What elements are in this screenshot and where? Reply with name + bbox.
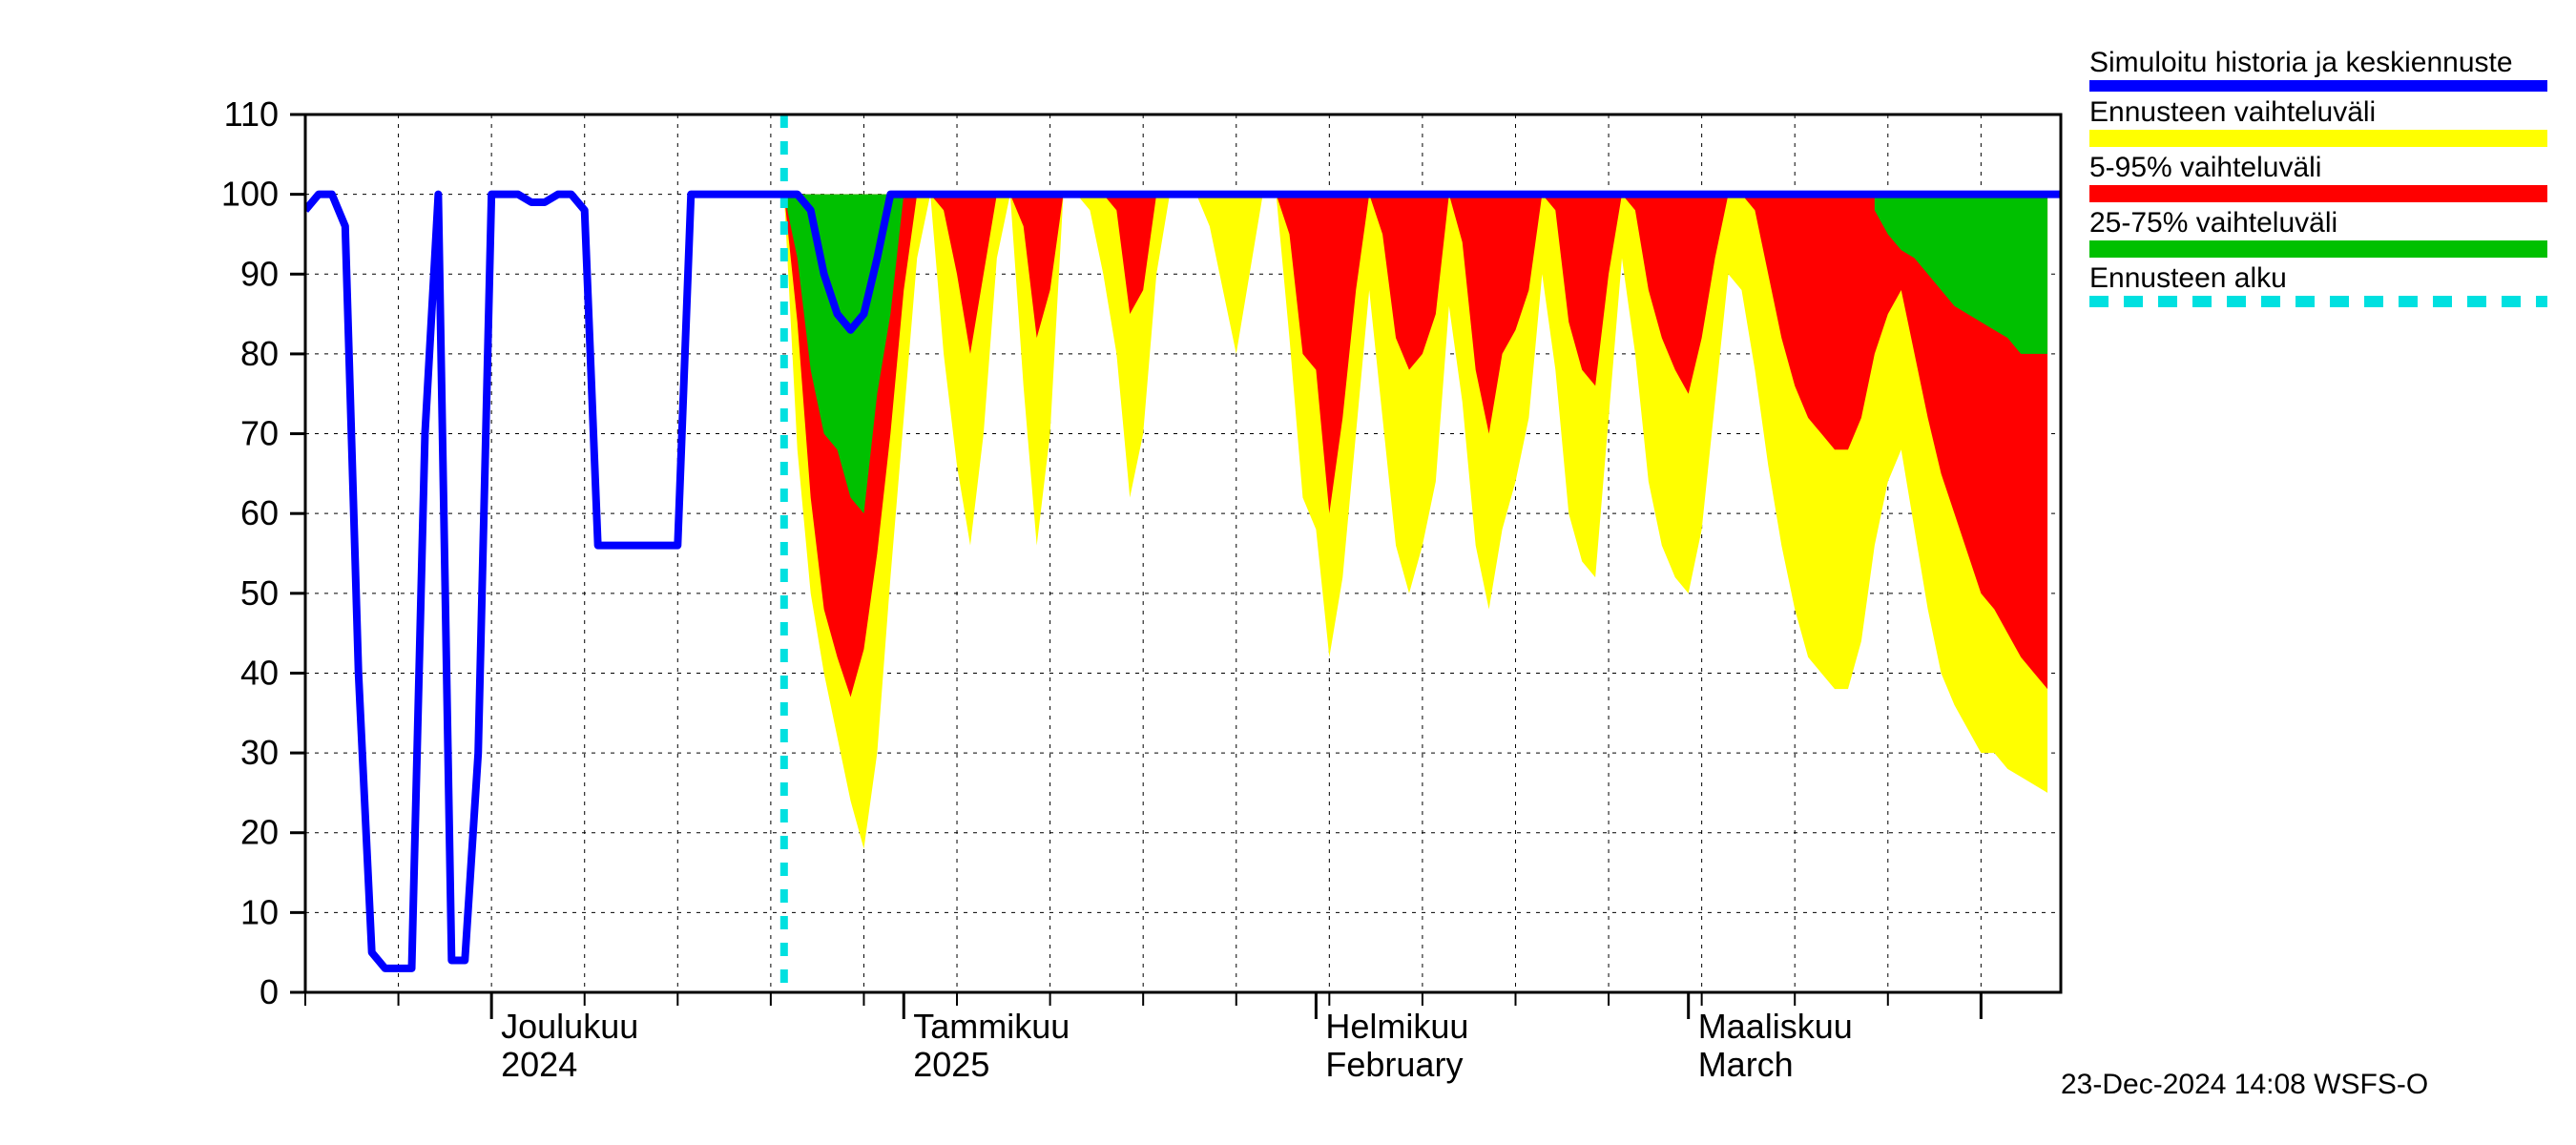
legend-item: 25-75% vaihteluväli: [2089, 208, 2547, 258]
legend-item: Ennusteen vaihteluväli: [2089, 97, 2547, 147]
svg-text:50: 50: [240, 573, 279, 613]
footer-timestamp: 23-Dec-2024 14:08 WSFS-O: [2061, 1069, 2428, 1101]
svg-text:40: 40: [240, 653, 279, 692]
svg-text:Joulukuu: Joulukuu: [501, 1007, 638, 1046]
svg-text:February: February: [1325, 1045, 1463, 1084]
legend-label: 5-95% vaihteluväli: [2089, 153, 2547, 183]
legend-label: Ennusteen vaihteluväli: [2089, 97, 2547, 128]
legend-swatch: [2089, 185, 2547, 202]
svg-text:80: 80: [240, 334, 279, 373]
legend-swatch: [2089, 80, 2547, 92]
legend: Simuloitu historia ja keskiennuste Ennust…: [2089, 48, 2547, 313]
svg-text:Tammikuu: Tammikuu: [913, 1007, 1070, 1046]
svg-text:60: 60: [240, 493, 279, 532]
legend-item: Simuloitu historia ja keskiennuste: [2089, 48, 2547, 92]
svg-text:20: 20: [240, 813, 279, 852]
svg-text:2025: 2025: [913, 1045, 989, 1084]
legend-item: Ennusteen alku: [2089, 263, 2547, 307]
svg-text:90: 90: [240, 254, 279, 293]
legend-swatch: [2089, 296, 2547, 307]
legend-label: Ennusteen alku: [2089, 263, 2547, 294]
svg-text:10: 10: [240, 892, 279, 931]
chart-container: Lumen peittämä ala, 04 492 Lentiera koko…: [0, 0, 2576, 1145]
svg-text:Maaliskuu: Maaliskuu: [1698, 1007, 1853, 1046]
svg-text:70: 70: [240, 414, 279, 453]
legend-label: Simuloitu historia ja keskiennuste: [2089, 48, 2547, 78]
svg-text:0: 0: [260, 972, 279, 1011]
svg-text:March: March: [1698, 1045, 1794, 1084]
legend-swatch: [2089, 130, 2547, 147]
svg-text:Helmikuu: Helmikuu: [1325, 1007, 1468, 1046]
svg-text:100: 100: [221, 175, 279, 214]
legend-label: 25-75% vaihteluväli: [2089, 208, 2547, 239]
svg-text:30: 30: [240, 733, 279, 772]
svg-text:110: 110: [224, 94, 279, 134]
legend-item: 5-95% vaihteluväli: [2089, 153, 2547, 202]
legend-swatch: [2089, 240, 2547, 258]
svg-text:2024: 2024: [501, 1045, 577, 1084]
